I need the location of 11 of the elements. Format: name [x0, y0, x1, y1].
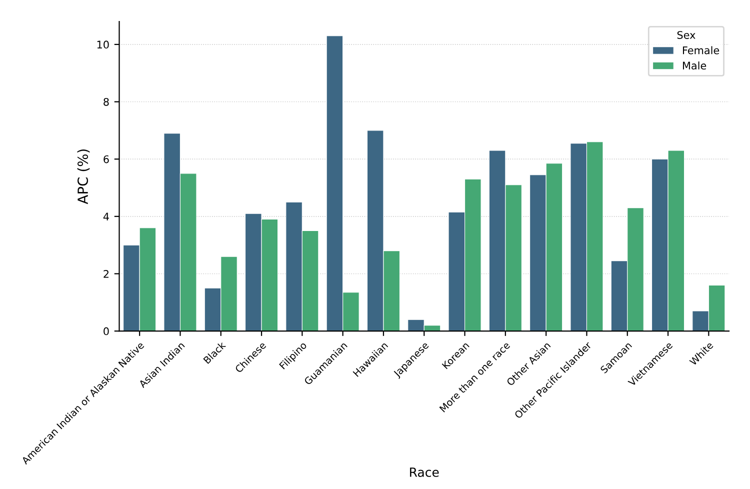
x-axis-title: Race	[410, 468, 439, 477]
y-tick-label: 2	[104, 270, 108, 278]
y-tick-label: 10	[97, 40, 109, 49]
legend-title: Sex	[677, 31, 696, 39]
y-tick-label: 0	[104, 327, 109, 336]
legend-label: Male	[682, 61, 706, 70]
legend-label: Female	[682, 46, 720, 54]
y-axis-title: APC (%)	[77, 149, 90, 204]
y-tick-label: 6	[104, 155, 109, 164]
y-tick-label: 8	[104, 98, 109, 106]
y-tick-label: 4	[103, 212, 109, 220]
